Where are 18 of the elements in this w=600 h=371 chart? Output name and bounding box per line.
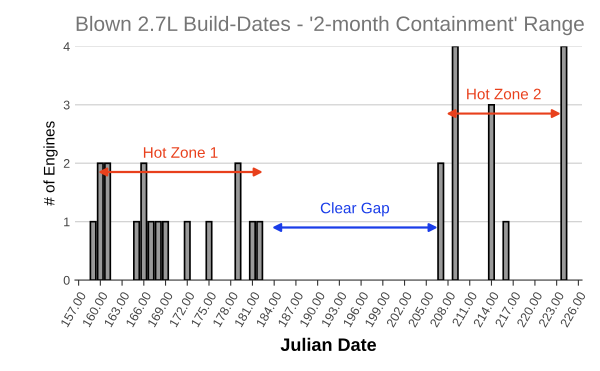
x-axis-title: Julian Date [280, 338, 376, 352]
y-tick-label: 0 [64, 276, 70, 285]
y-tick-label: 2 [64, 159, 70, 168]
bar [488, 104, 496, 280]
bar [205, 220, 213, 280]
annotation: Hot Zone 1 [144, 147, 218, 158]
bar [184, 220, 191, 280]
bar [437, 162, 444, 280]
bar [234, 162, 242, 280]
annotation: Hot Zone 2 [467, 88, 541, 100]
chart-title: Blown 2.7L Build-Dates - '2-month Containment' Range [76, 16, 584, 36]
y-tick-label: 3 [64, 100, 70, 110]
bar [560, 46, 568, 280]
y-tick-label: 1 [64, 218, 70, 226]
y-axis-title: # of Engines [43, 121, 58, 206]
y-tick-label: 4 [63, 42, 70, 51]
bar [502, 220, 510, 280]
annotation: Clear Gap [320, 202, 390, 216]
